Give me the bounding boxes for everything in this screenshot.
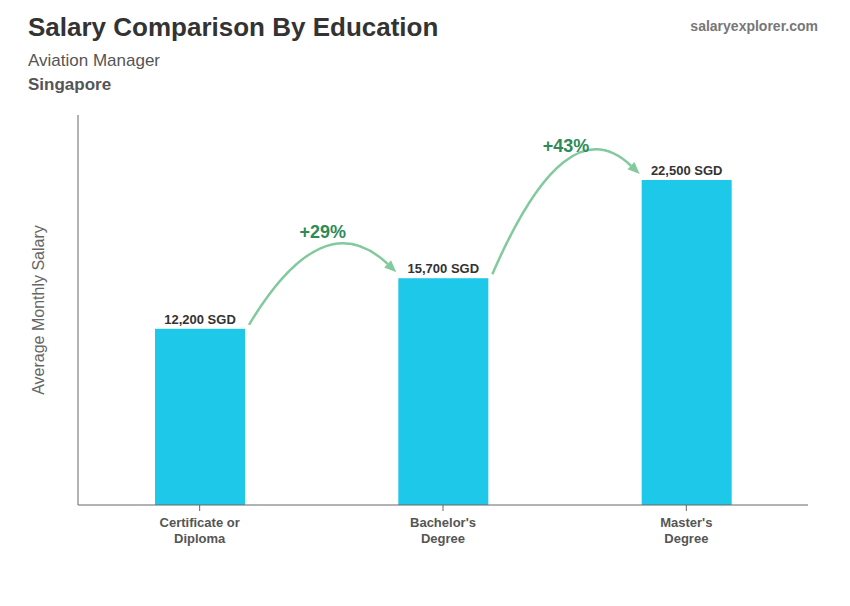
svg-text:22,500 SGD: 22,500 SGD [651,163,723,178]
svg-text:15,700 SGD: 15,700 SGD [408,261,480,276]
svg-text:Certificate orDiploma: Certificate orDiploma [160,515,240,546]
html-text:salaryexplorer.com: salaryexplorer.com [690,18,818,34]
svg-text:+29%: +29% [299,222,346,242]
svg-text:12,200 SGD: 12,200 SGD [164,312,236,327]
html-text:Singapore: Singapore [28,75,112,94]
html-text:Salary Comparison By Education: Salary Comparison By Education [28,12,439,42]
svg-text:+43%: +43% [543,136,590,156]
svg-text:Bachelor'sDegree: Bachelor'sDegree [410,515,476,546]
svg-text:Master'sDegree: Master'sDegree [660,515,712,546]
html-text:Aviation Manager: Aviation Manager [28,51,160,70]
svg-text:Average Monthly Salary: Average Monthly Salary [30,225,47,395]
